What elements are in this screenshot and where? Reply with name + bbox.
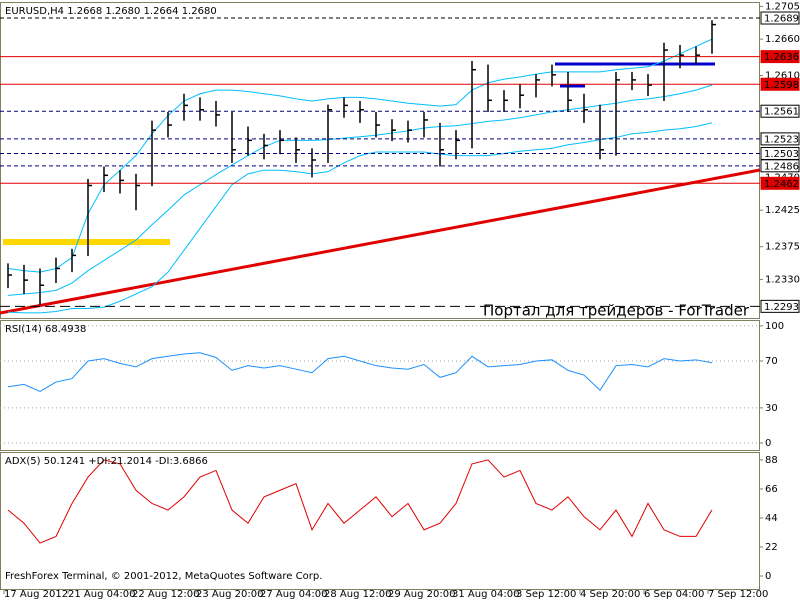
x-tick-label: 17 Aug 2012 — [4, 589, 68, 600]
copyright: FreshForex Terminal, © 2001-2012, MetaQu… — [5, 571, 322, 582]
level-label-box — [760, 11, 800, 25]
panel-title: EURUSD,H4 1.2668 1.2680 1.2664 1.2680 — [5, 6, 217, 17]
level-label: 1.2636 — [764, 52, 799, 63]
y-tick-label: 1.2610 — [765, 71, 800, 82]
x-tick-label: 31 Aug 04:00 — [452, 589, 519, 600]
x-tick-label: 23 Aug 20:00 — [196, 589, 263, 600]
level-label: 1.2523 — [764, 134, 799, 145]
y-tick-label: 1.2660 — [765, 34, 800, 45]
adx-panel-frame — [0, 452, 760, 590]
level-label: 1.2462 — [764, 179, 799, 190]
support-zone — [3, 239, 170, 245]
rsi-panel-frame — [0, 320, 760, 451]
level-label-box — [760, 159, 800, 173]
x-tick-label: 22 Aug 12:00 — [132, 589, 199, 600]
y-tick-label: 0 — [765, 438, 771, 449]
x-tick-label: 6 Sep 04:00 — [644, 589, 704, 600]
level-label-box — [760, 50, 800, 64]
x-tick-label: 3 Sep 12:00 — [516, 589, 576, 600]
level-label-box — [760, 77, 800, 91]
level-label-box — [760, 132, 800, 146]
level-label-box — [760, 104, 800, 118]
watermark: Портал для трейдеров - ForTrader — [483, 302, 750, 320]
y-tick-label: 30 — [765, 403, 778, 414]
y-tick-label: 1.2330 — [765, 274, 800, 285]
y-tick-label: 1.2425 — [765, 205, 800, 216]
bollinger-band — [7, 38, 713, 273]
level-label: 1.2293 — [764, 302, 799, 313]
indicator-line — [7, 352, 713, 393]
y-tick-label: 100 — [765, 321, 784, 332]
y-tick-label: 66 — [765, 484, 778, 495]
bollinger-band — [7, 84, 713, 296]
panel-title: ADX(5) 50.1241 +DI:21.2014 -DI:3.6866 — [5, 456, 208, 467]
y-tick-label: 1.2375 — [765, 242, 800, 253]
x-tick-label: 29 Aug 20:00 — [388, 589, 455, 600]
x-tick-label: 28 Aug 12:00 — [324, 589, 391, 600]
level-label: 1.2689 — [764, 14, 799, 25]
x-tick-label: 4 Sep 20:00 — [580, 589, 640, 600]
level-label: 1.2486 — [764, 161, 799, 172]
y-tick-label: 44 — [765, 513, 778, 524]
level-label-box — [760, 176, 800, 190]
y-tick-label: 0 — [765, 571, 771, 582]
x-tick-label: 27 Aug 04:00 — [260, 589, 327, 600]
level-label: 1.2503 — [764, 149, 799, 160]
indicator-line — [7, 459, 713, 544]
y-tick-label: 70 — [765, 356, 778, 367]
y-tick-label: 22 — [765, 542, 778, 553]
level-label: 1.2598 — [764, 80, 799, 91]
x-tick-label: 21 Aug 04:00 — [68, 589, 135, 600]
y-tick-label: 88 — [765, 455, 778, 466]
y-tick-label: 1.2705 — [765, 1, 800, 12]
x-tick-label: 7 Sep 12:00 — [708, 589, 768, 600]
trend-line — [0, 168, 761, 315]
level-label-box — [760, 299, 800, 313]
panel-title: RSI(14) 68.4938 — [5, 324, 86, 335]
level-label: 1.2561 — [764, 107, 799, 118]
bollinger-band — [7, 122, 713, 314]
price-panel-frame — [0, 2, 760, 319]
